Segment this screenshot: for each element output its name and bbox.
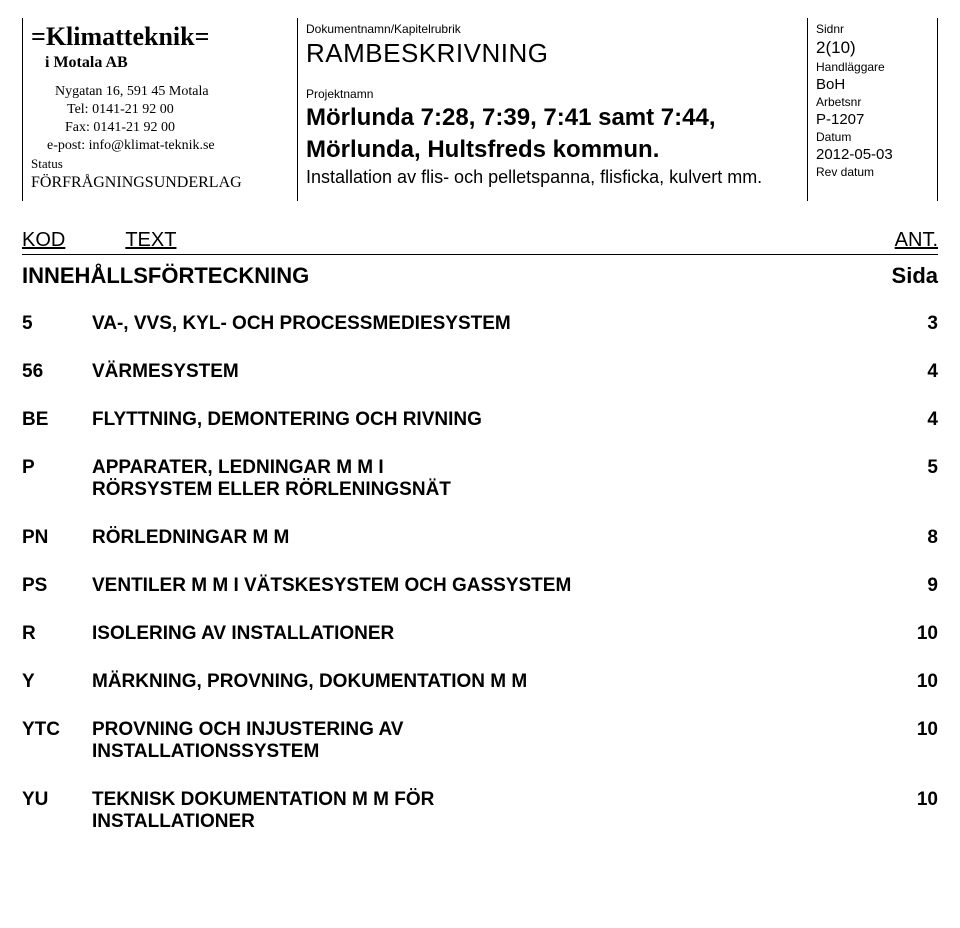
toc-container: 5VA-, VVS, KYL- OCH PROCESSMEDIESYSTEM35…	[22, 313, 938, 833]
toc-code: YU	[22, 789, 92, 811]
toc-code: BE	[22, 409, 92, 431]
toc-label: PROVNING OCH INJUSTERING AVINSTALLATIONS…	[92, 719, 888, 763]
toc-row: PAPPARATER, LEDNINGAR M M IRÖRSYSTEM ELL…	[22, 457, 938, 501]
toc-title-row: INNEHÅLLSFÖRTECKNING Sida	[22, 263, 938, 289]
toc-code: PS	[22, 575, 92, 597]
hand-label: Handläggare	[816, 60, 929, 74]
toc-row: RISOLERING AV INSTALLATIONER10	[22, 623, 938, 645]
toc-label: APPARATER, LEDNINGAR M M IRÖRSYSTEM ELLE…	[92, 457, 888, 501]
toc-label: TEKNISK DOKUMENTATION M M FÖRINSTALLATIO…	[92, 789, 888, 833]
toc-title-left: INNEHÅLLSFÖRTECKNING	[22, 263, 309, 289]
address-line: Nygatan 16, 591 45 Motala	[31, 84, 289, 100]
toc-label: FLYTTNING, DEMONTERING OCH RIVNING	[92, 409, 888, 431]
toc-label: VÄRMESYSTEM	[92, 361, 888, 383]
toc-code: 5	[22, 313, 92, 335]
docname-label: Dokumentnamn/Kapitelrubrik	[306, 22, 799, 36]
tel-line: Tel: 0141-21 92 00	[31, 102, 289, 118]
docname-value: RAMBESKRIVNING	[306, 38, 799, 69]
datum-label: Datum	[816, 130, 929, 144]
sidnr-label: Sidnr	[816, 22, 929, 36]
arbets-value: P-1207	[816, 111, 929, 128]
toc-code: PN	[22, 527, 92, 549]
toc-page: 10	[888, 789, 938, 811]
toc-label: VENTILER M M I VÄTSKESYSTEM OCH GASSYSTE…	[92, 575, 888, 597]
status-label: Status	[31, 156, 289, 172]
brand-title: =Klimatteknik=	[31, 22, 289, 52]
ant-label: ANT.	[895, 229, 938, 252]
toc-label-line2: INSTALLATIONSSYSTEM	[92, 741, 888, 763]
toc-row: PNRÖRLEDNINGAR M M8	[22, 527, 938, 549]
toc-row: PSVENTILER M M I VÄTSKESYSTEM OCH GASSYS…	[22, 575, 938, 597]
toc-page: 3	[888, 313, 938, 335]
header-mid-col: Dokumentnamn/Kapitelrubrik RAMBESKRIVNIN…	[298, 18, 808, 201]
fax-line: Fax: 0141-21 92 00	[31, 120, 289, 136]
proj-line2: Mörlunda, Hultsfreds kommun.	[306, 135, 799, 165]
toc-label: VA-, VVS, KYL- OCH PROCESSMEDIESYSTEM	[92, 313, 888, 335]
toc-page: 4	[888, 361, 938, 383]
header-grid: =Klimatteknik= i Motala AB Nygatan 16, 5…	[22, 18, 938, 201]
rev-label: Rev datum	[816, 165, 929, 179]
toc-label-line2: INSTALLATIONER	[92, 811, 888, 833]
toc-page: 8	[888, 527, 938, 549]
toc-label: ISOLERING AV INSTALLATIONER	[92, 623, 888, 645]
email-line: e-post: info@klimat-teknik.se	[31, 138, 289, 154]
status-value: FÖRFRÅGNINGSUNDERLAG	[31, 174, 289, 192]
kod-text-ant-row: KOD TEXT ANT.	[22, 229, 938, 255]
toc-row: YTCPROVNING OCH INJUSTERING AVINSTALLATI…	[22, 719, 938, 763]
arbets-label: Arbetsnr	[816, 95, 929, 109]
toc-code: P	[22, 457, 92, 479]
toc-row: BEFLYTTNING, DEMONTERING OCH RIVNING4	[22, 409, 938, 431]
brand-subtitle: i Motala AB	[31, 54, 289, 72]
toc-row: YUTEKNISK DOKUMENTATION M M FÖRINSTALLAT…	[22, 789, 938, 833]
proj-label: Projektnamn	[306, 87, 799, 101]
toc-page: 4	[888, 409, 938, 431]
toc-title-right: Sida	[892, 263, 938, 289]
toc-page: 9	[888, 575, 938, 597]
header-right-col: Sidnr 2(10) Handläggare BoH Arbetsnr P-1…	[808, 18, 938, 201]
toc-label: MÄRKNING, PROVNING, DOKUMENTATION M M	[92, 671, 888, 693]
install-line: Installation av flis- och pelletspanna, …	[306, 167, 799, 188]
toc-row: YMÄRKNING, PROVNING, DOKUMENTATION M M10	[22, 671, 938, 693]
proj-line1: Mörlunda 7:28, 7:39, 7:41 samt 7:44,	[306, 103, 799, 133]
toc-page: 10	[888, 719, 938, 741]
kod-label: KOD	[22, 229, 65, 252]
rev-value	[816, 181, 929, 195]
toc-row: 5VA-, VVS, KYL- OCH PROCESSMEDIESYSTEM3	[22, 313, 938, 335]
toc-code: R	[22, 623, 92, 645]
toc-code: 56	[22, 361, 92, 383]
toc-page: 5	[888, 457, 938, 479]
hand-value: BoH	[816, 76, 929, 93]
toc-code: YTC	[22, 719, 92, 741]
toc-page: 10	[888, 671, 938, 693]
datum-value: 2012-05-03	[816, 146, 929, 163]
sidnr-value: 2(10)	[816, 38, 929, 58]
text-label: TEXT	[125, 229, 176, 252]
header-left-col: =Klimatteknik= i Motala AB Nygatan 16, 5…	[23, 18, 298, 201]
toc-page: 10	[888, 623, 938, 645]
toc-label: RÖRLEDNINGAR M M	[92, 527, 888, 549]
toc-row: 56VÄRMESYSTEM4	[22, 361, 938, 383]
toc-code: Y	[22, 671, 92, 693]
toc-label-line2: RÖRSYSTEM ELLER RÖRLENINGSNÄT	[92, 479, 888, 501]
